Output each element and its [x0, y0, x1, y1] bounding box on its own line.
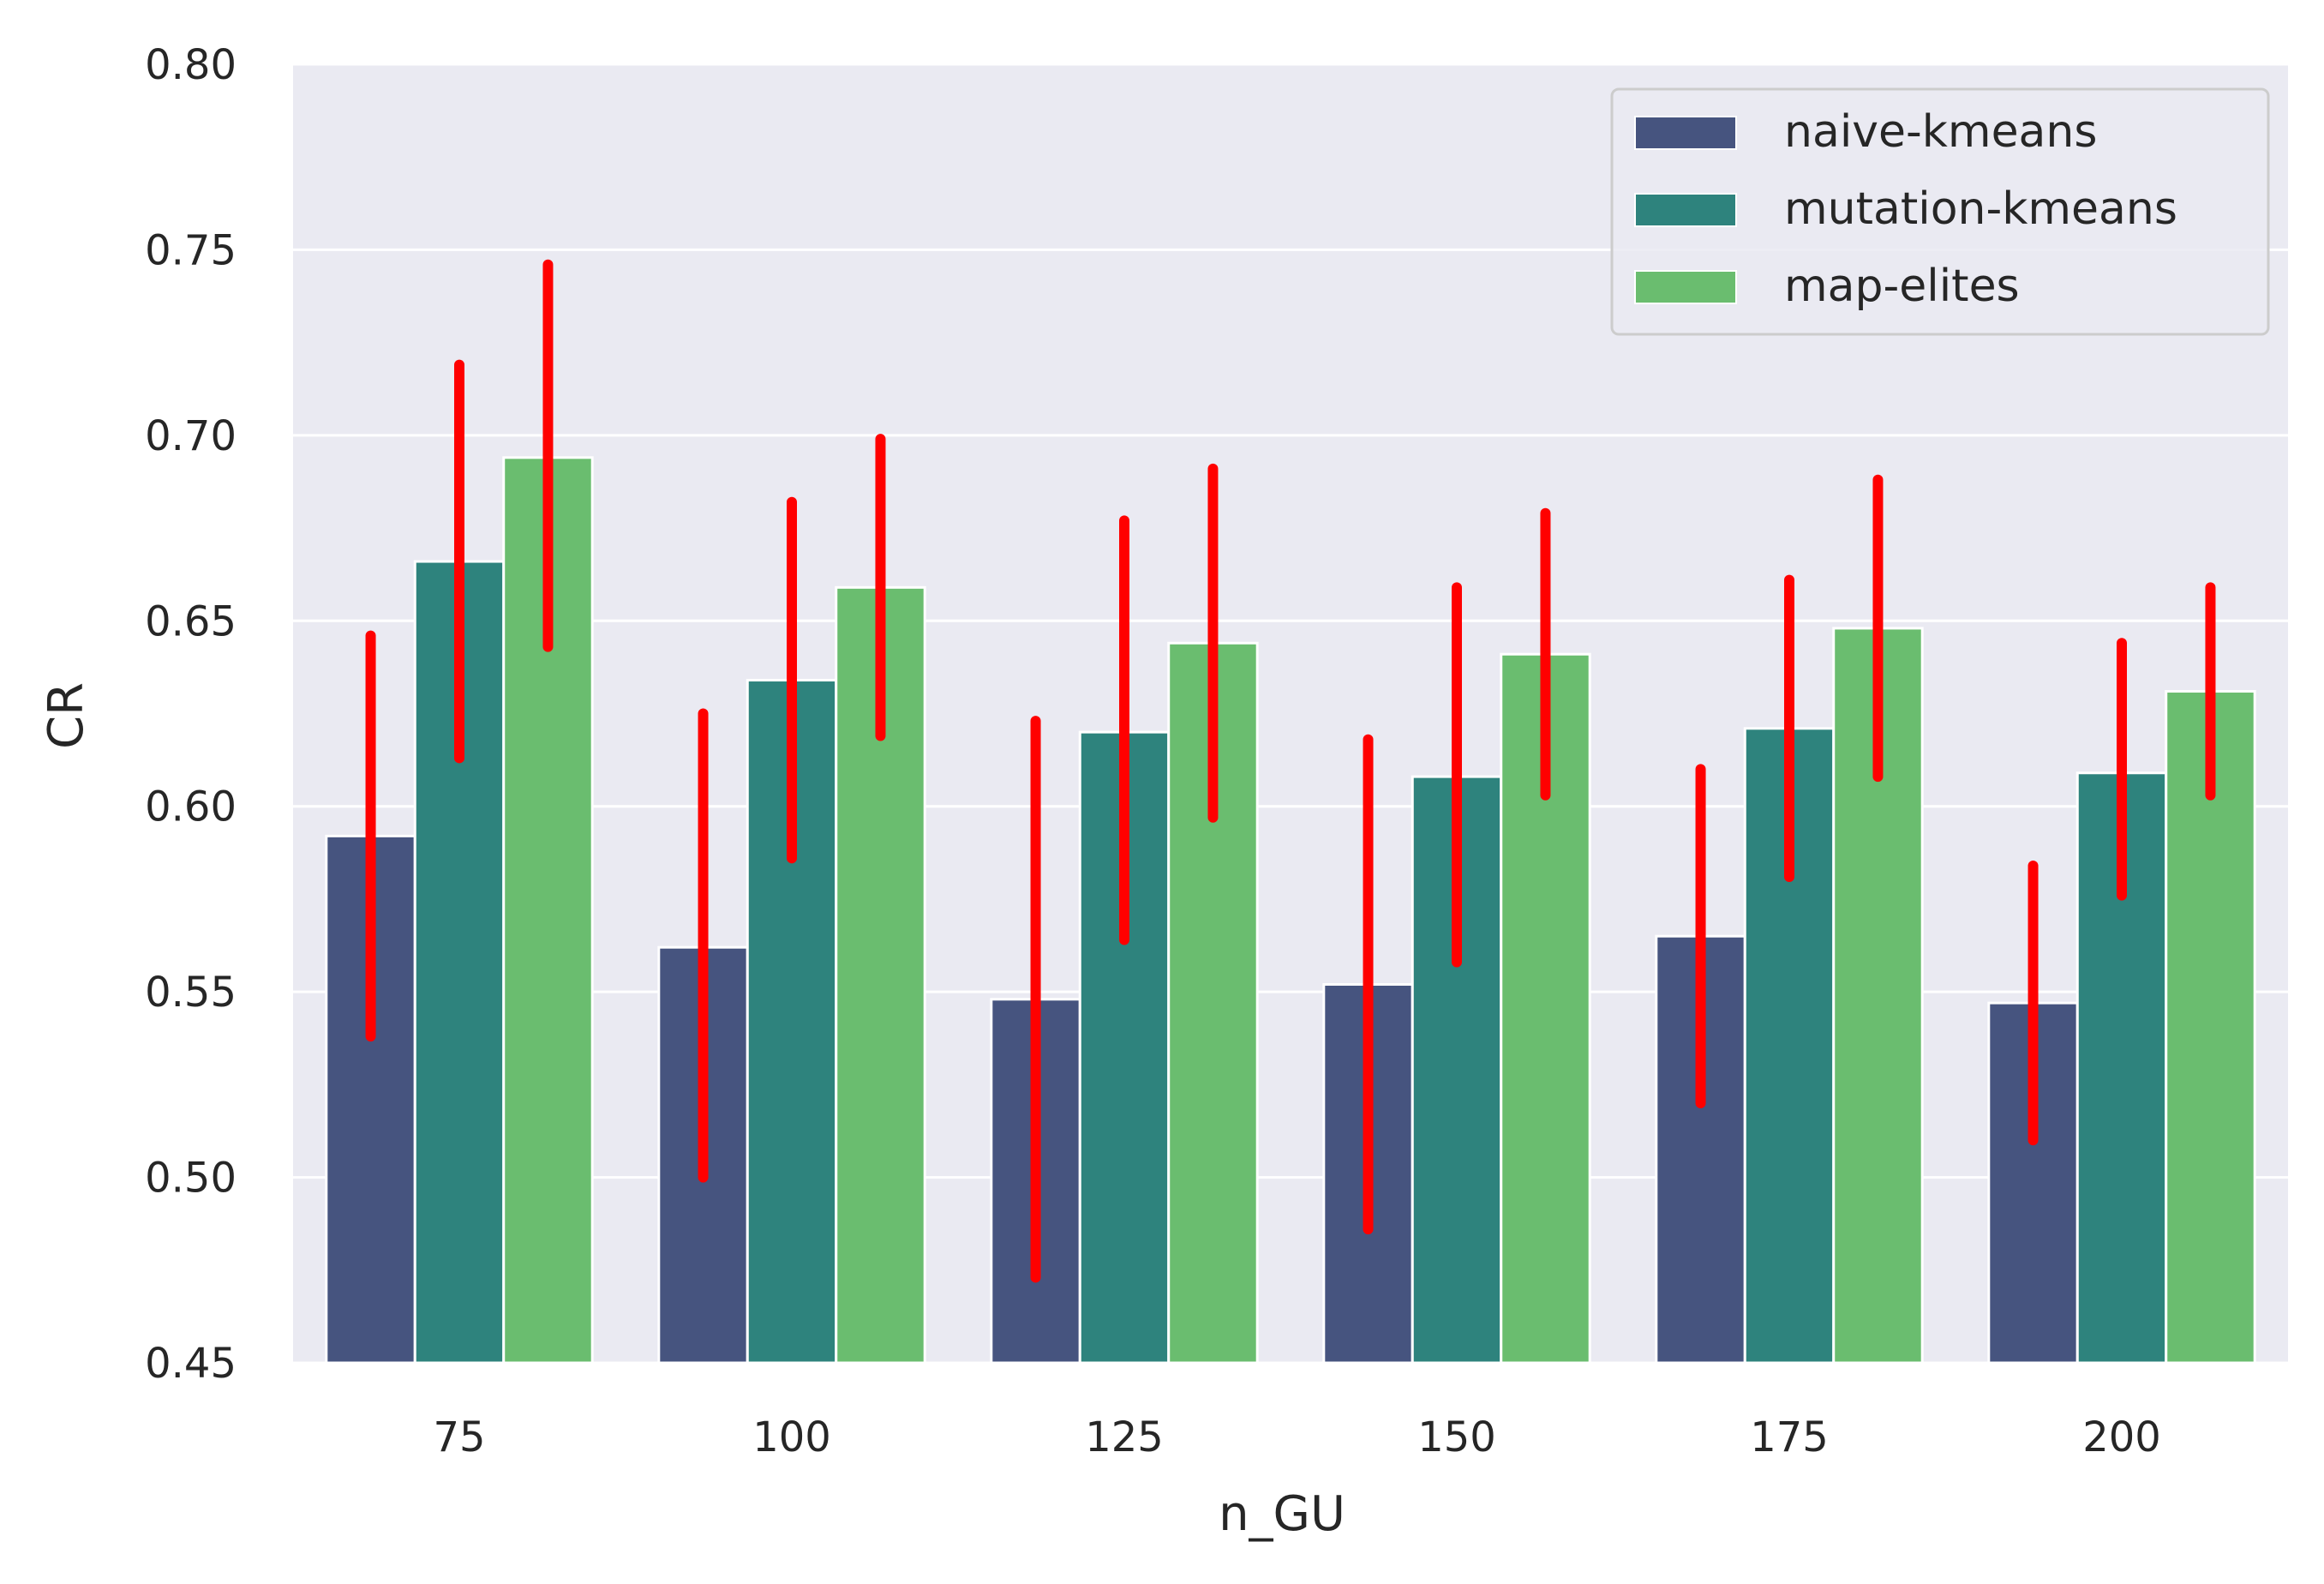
y-tick-label: 0.65 — [145, 597, 237, 645]
y-tick-label: 0.55 — [145, 969, 237, 1017]
legend-label: mutation-kmeans — [1784, 183, 2177, 235]
x-tick-label: 75 — [433, 1413, 485, 1461]
x-tick-label: 200 — [2082, 1413, 2161, 1461]
legend-swatch-naive-kmeans — [1634, 116, 1737, 150]
y-axis-label: CR — [39, 682, 94, 749]
y-tick-label: 0.45 — [145, 1340, 237, 1388]
legend-box — [1610, 87, 2270, 336]
y-tick-label: 0.80 — [145, 41, 237, 89]
x-tick-label: 175 — [1750, 1413, 1829, 1461]
x-tick-label: 150 — [1417, 1413, 1496, 1461]
y-tick-label: 0.50 — [145, 1155, 237, 1203]
legend-swatch-map-elites — [1634, 270, 1737, 304]
legend-swatch-mutation-kmeans — [1634, 193, 1737, 227]
x-axis-label: n_GU — [1219, 1486, 1345, 1542]
x-tick-label: 100 — [752, 1413, 831, 1461]
x-tick-label: 125 — [1085, 1413, 1164, 1461]
bar-map-elites-200 — [2165, 690, 2256, 1365]
y-tick-label: 0.60 — [145, 783, 237, 831]
legend-label: naive-kmeans — [1784, 106, 2097, 158]
y-tick-label: 0.70 — [145, 412, 237, 460]
legend-label: map-elites — [1784, 261, 2020, 312]
y-tick-label: 0.75 — [145, 226, 237, 274]
